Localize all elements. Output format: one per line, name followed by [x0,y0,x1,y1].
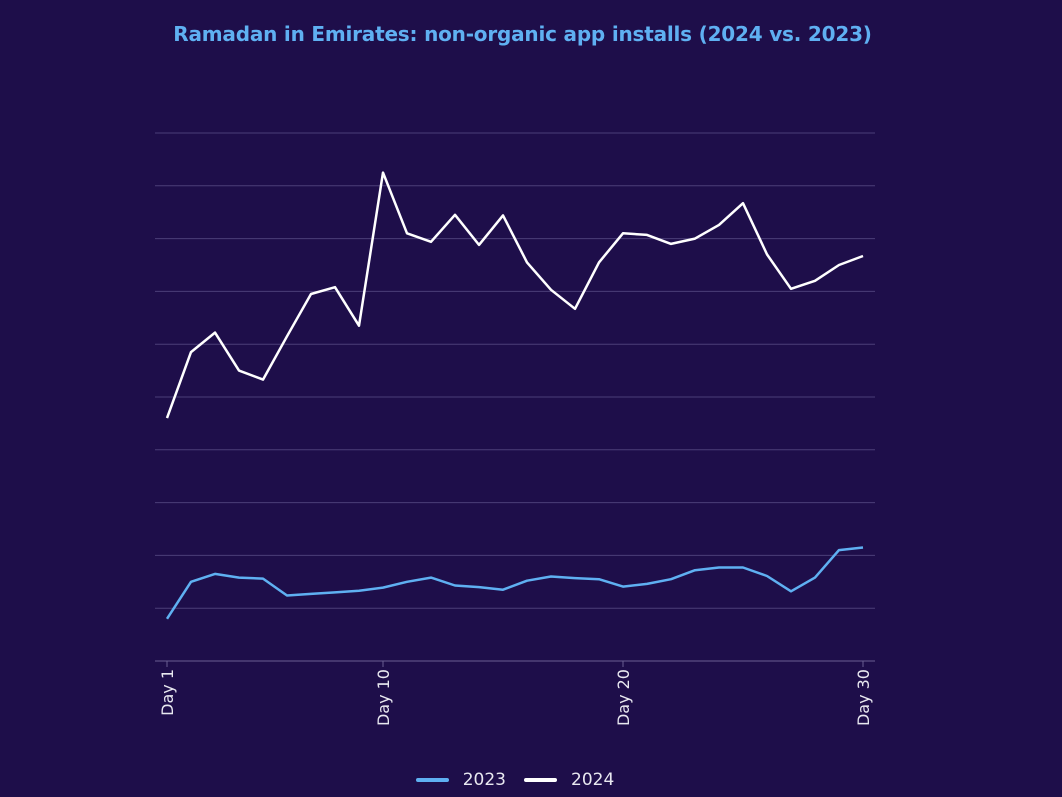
series-line-2023 [165,546,864,620]
line-chart: Day 1 Day 10 Day 20 Day 30 [155,132,875,726]
legend-item-2024: 2024 [524,770,614,790]
x-axis-ticks: Day 1 Day 10 Day 20 Day 30 [158,661,873,726]
legend: 2023 2024 [0,770,1030,790]
legend-label: 2023 [462,770,506,790]
chart-title: Ramadan in Emirates: non-organic app ins… [173,22,872,46]
x-tick-label: Day 10 [374,669,393,726]
x-tick-label: Day 1 [158,669,177,716]
x-tick-label: Day 30 [854,669,873,726]
series-lines [165,171,864,620]
legend-item-2023: 2023 [415,770,506,790]
legend-swatch [524,778,557,782]
legend-swatch [415,778,449,782]
x-tick-label: Day 20 [614,669,633,726]
series-line-2024 [165,171,864,419]
legend-label: 2024 [571,770,615,790]
gridlines [155,132,875,662]
